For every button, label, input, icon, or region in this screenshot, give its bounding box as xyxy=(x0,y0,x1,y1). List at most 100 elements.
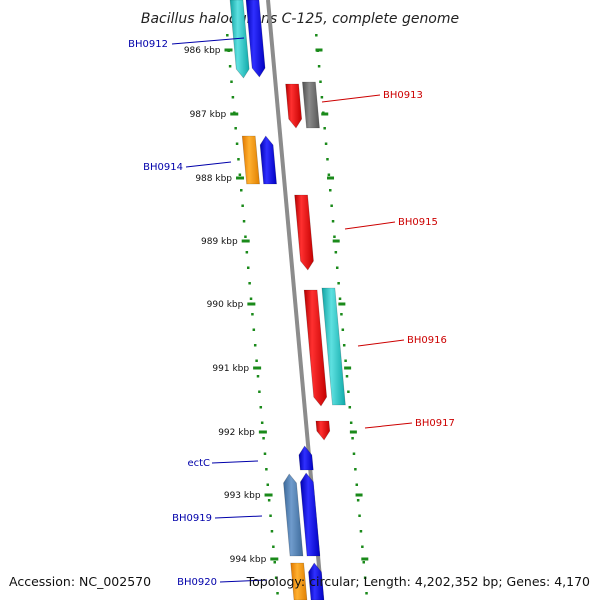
gene-bh0916-cyan[interactable] xyxy=(321,287,346,406)
label-leader-line xyxy=(185,161,232,168)
track-dot xyxy=(358,514,361,517)
tick-mark xyxy=(230,112,239,116)
track-dot xyxy=(324,142,328,145)
track-dot xyxy=(262,437,265,440)
tick-label: 988 kbp xyxy=(195,174,232,184)
track-dot xyxy=(244,235,247,238)
gene-bh0914-orange[interactable] xyxy=(241,135,260,185)
track-dot xyxy=(351,437,354,440)
gene-label-ectc[interactable]: ectC xyxy=(187,458,210,469)
track-dot xyxy=(320,96,324,99)
track-dot xyxy=(338,297,342,300)
gene-bh0920-blue[interactable] xyxy=(308,562,325,600)
track-dot xyxy=(253,344,257,347)
gene-bh0915[interactable] xyxy=(294,194,314,271)
track-dot xyxy=(228,65,232,68)
gene-bh0913[interactable] xyxy=(285,83,303,129)
track-dot xyxy=(249,297,253,300)
track-dot xyxy=(263,452,267,455)
gene-label-bh0917[interactable]: BH0917 xyxy=(415,418,455,429)
gene-bh0916[interactable] xyxy=(303,289,328,407)
gene-label-bh0912[interactable]: BH0912 xyxy=(128,39,168,50)
gene-label-bh0916[interactable]: BH0916 xyxy=(407,335,447,346)
label-leader-line xyxy=(321,94,381,103)
tick-label: 986 kbp xyxy=(184,46,221,56)
track-dot xyxy=(255,359,258,362)
tick-label: 991 kbp xyxy=(212,364,249,374)
track-dot xyxy=(363,576,367,579)
tick-mark xyxy=(355,493,363,497)
tick-mark xyxy=(224,48,233,52)
track-dot xyxy=(265,468,268,471)
label-leader-line xyxy=(171,37,245,45)
tick-mark xyxy=(236,176,245,180)
track-dot xyxy=(331,220,335,223)
track-dot xyxy=(245,251,249,254)
tick-label: 990 kbp xyxy=(207,300,244,310)
gene-bh0919-blue[interactable] xyxy=(300,472,321,557)
gene-label-bh0920[interactable]: BH0920 xyxy=(177,577,217,588)
track-dot xyxy=(342,344,346,347)
track-dot xyxy=(356,499,360,502)
track-dot xyxy=(335,266,339,269)
gene-bh0914-blue[interactable] xyxy=(259,135,277,185)
gene-label-bh0915[interactable]: BH0915 xyxy=(398,217,438,228)
track-dot xyxy=(272,545,275,548)
track-dot xyxy=(246,266,250,269)
map-title: Bacillus halodurans C-125, complete geno… xyxy=(141,11,459,27)
gene-bh0920-orange[interactable] xyxy=(290,562,308,600)
track-dot xyxy=(330,204,333,207)
tick-mark xyxy=(332,239,340,243)
scale-ticks: 986 kbp 987 kbp 988 kbp 989 kbp 990 kbp 991 k… xyxy=(184,46,369,565)
tick-label: 993 kbp xyxy=(224,491,261,501)
tick-mark xyxy=(338,302,346,306)
gene-bh0917[interactable] xyxy=(315,420,331,441)
track-dot xyxy=(235,142,239,145)
gene-label-bh0913[interactable]: BH0913 xyxy=(383,90,423,101)
track-dot xyxy=(334,251,338,254)
track-dot xyxy=(355,483,359,486)
track-dot xyxy=(230,80,233,83)
tick-mark xyxy=(315,48,323,52)
track-dot xyxy=(242,220,246,223)
track-dot xyxy=(252,328,256,331)
gene-label-bh0919[interactable]: BH0919 xyxy=(172,513,212,524)
gene-bh0913-gray[interactable] xyxy=(302,81,320,129)
track-dot xyxy=(266,483,270,486)
tick-mark xyxy=(321,112,329,116)
gene-labels: BH0912 BH0913 BH0914 BH0915 BH0916 BH0917 ectC… xyxy=(128,37,455,588)
tick-mark xyxy=(361,557,369,561)
track-dot xyxy=(347,390,350,393)
gene-bh0919-steel[interactable] xyxy=(283,473,304,557)
gene-ectc[interactable] xyxy=(298,445,314,471)
tick-label: 987 kbp xyxy=(190,110,227,120)
track-dot xyxy=(259,406,263,409)
track-dot xyxy=(248,282,251,285)
track-dot xyxy=(365,592,368,595)
label-leader-line xyxy=(357,339,405,347)
track-dot xyxy=(333,235,336,238)
track-dot xyxy=(340,313,343,316)
gene-label-bh0914[interactable]: BH0914 xyxy=(143,162,183,173)
track-dot xyxy=(260,421,264,424)
track-dot xyxy=(341,328,345,331)
track-dot xyxy=(323,127,326,130)
track-dot xyxy=(256,375,260,378)
gene-bh0912-cyan[interactable] xyxy=(229,0,250,79)
tick-mark xyxy=(344,366,352,370)
label-leader-line xyxy=(344,221,396,230)
gene-bh0912-blue[interactable] xyxy=(245,0,266,78)
track-dot xyxy=(274,576,278,579)
track-dot xyxy=(319,80,322,83)
label-leader-line xyxy=(219,579,268,583)
track-dot xyxy=(238,173,242,176)
track-dot xyxy=(345,375,349,378)
gene-features xyxy=(229,0,346,600)
tick-mark xyxy=(258,430,267,434)
label-leader-line xyxy=(364,422,413,429)
tick-mark xyxy=(253,366,262,370)
label-leader-line xyxy=(214,515,263,519)
genome-summary-text: Topology: circular; Length: 4,202,352 bp… xyxy=(246,574,590,589)
track-dot xyxy=(348,406,352,409)
